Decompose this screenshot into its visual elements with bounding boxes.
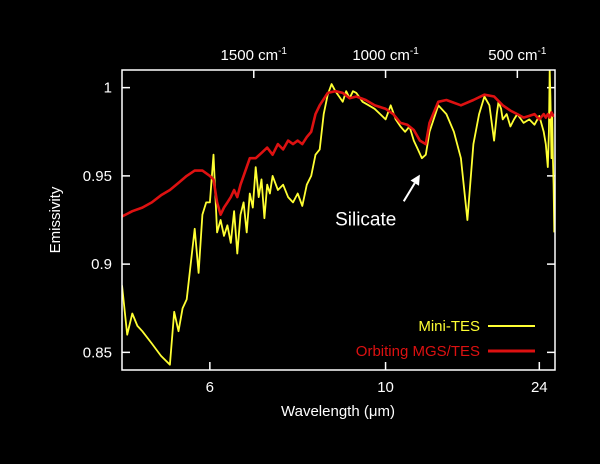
legend-label-mgs-tes: Orbiting MGS/TES [356,343,480,360]
top-tick-label-text: 1500 cm [221,47,279,64]
plot-frame [121,69,556,371]
y-axis-label: Emissivity [47,186,64,253]
top-tick-label-text: 1000 cm [352,47,410,64]
y-tick-label: 0.95 [83,168,112,185]
annotation-arrow-head [410,174,420,186]
top-tick-label-text: 500 cm [488,47,537,64]
x-axis-label: Wavelength (μm) [281,403,395,420]
bottom-tick-label: 10 [377,379,394,396]
series-layer [122,70,555,366]
legend: Mini-TES Orbiting MGS/TES [356,318,535,360]
top-tick-label: 1000 cm-1 [352,46,419,64]
annotation-arrow-line [402,182,416,202]
y-tick-label: 0.9 [91,256,112,273]
y-tick-label: 0.85 [83,344,112,361]
annotation-text: Silicate [335,209,396,230]
top-tick-label-exponent: -1 [410,46,419,57]
bottom-tick-label: 24 [531,379,548,396]
top-tick-label: 500 cm-1 [488,46,547,64]
top-tick-label-exponent: -1 [278,46,287,57]
y-tick-label: 1 [104,80,112,97]
legend-label-mini-tes: Mini-TES [418,318,480,335]
silicate-annotation: Silicate [335,174,420,230]
top-tick-label-exponent: -1 [537,46,546,57]
bottom-tick-label: 6 [206,379,214,396]
series-line-mgs-tes [122,89,555,218]
top-tick-label: 1500 cm-1 [221,46,288,64]
